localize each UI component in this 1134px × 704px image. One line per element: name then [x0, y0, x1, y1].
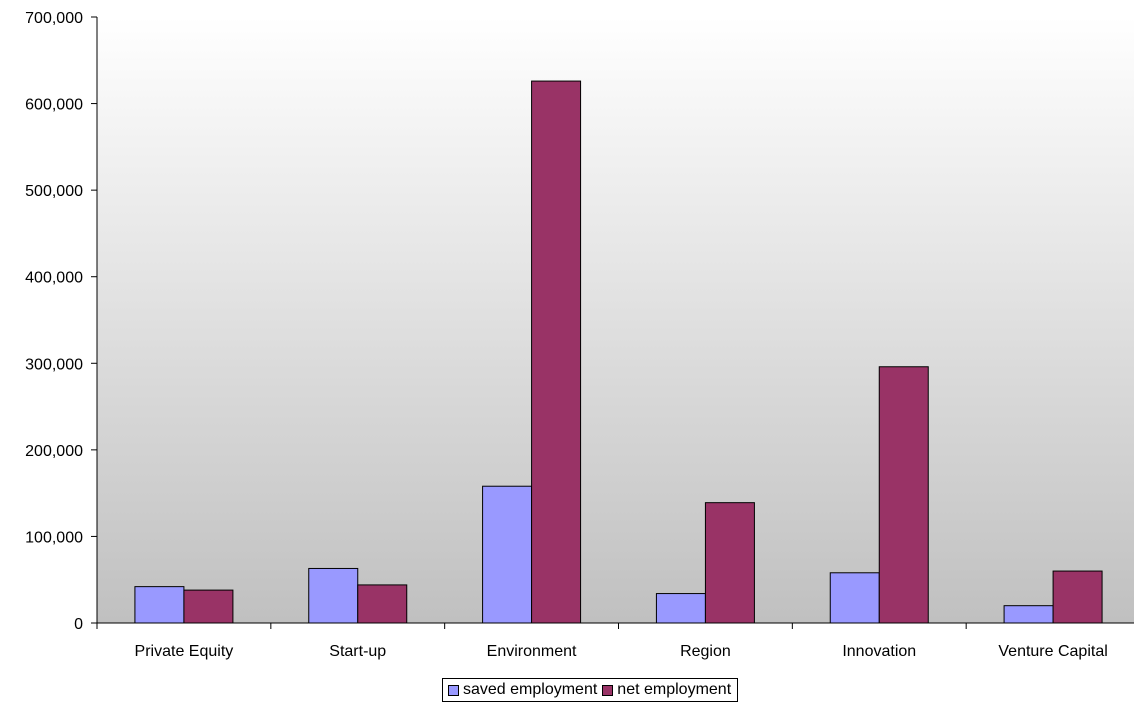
bar-net-employment-private-equity — [183, 589, 234, 624]
bar-net-employment-innovation — [878, 366, 929, 624]
x-tick-label-innovation: Innovation — [842, 643, 916, 660]
x-tick-label-venture-capital: Venture Capital — [998, 643, 1107, 660]
bar-saved-employment-environment — [482, 485, 533, 624]
legend-label-saved-employment: saved employment — [463, 681, 598, 698]
y-tick-label: 300,000 — [25, 356, 83, 373]
x-tick-label-start-up: Start-up — [329, 643, 386, 660]
y-tick-label: 600,000 — [25, 97, 83, 114]
legend: saved employment net employment — [442, 678, 739, 702]
bar-net-employment-venture-capital — [1052, 570, 1103, 624]
legend-item-saved-employment: saved employment — [448, 681, 597, 699]
plot-area — [97, 17, 1134, 623]
y-tick-label: 100,000 — [25, 529, 83, 546]
bar-saved-employment-region — [655, 593, 706, 624]
bar-saved-employment-innovation — [829, 572, 880, 624]
y-tick-label: 700,000 — [25, 10, 83, 27]
bar-net-employment-region — [704, 502, 755, 624]
y-tick-label: 500,000 — [25, 183, 83, 200]
x-tick-label-private-equity: Private Equity — [135, 643, 234, 660]
legend-item-net-employment: net employment — [602, 681, 731, 699]
x-tick-label-region: Region — [680, 643, 731, 660]
bar-saved-employment-private-equity — [134, 586, 185, 624]
bar-saved-employment-venture-capital — [1003, 605, 1054, 624]
legend-label-net-employment: net employment — [617, 681, 732, 698]
bar-net-employment-environment — [531, 80, 582, 624]
legend-swatch-net-employment — [602, 684, 614, 696]
x-tick-label-environment: Environment — [487, 643, 577, 660]
y-tick-label: 400,000 — [25, 270, 83, 287]
bar-saved-employment-start-up — [308, 567, 359, 624]
bar-net-employment-start-up — [357, 584, 408, 624]
legend-swatch-saved-employment — [448, 684, 459, 696]
y-tick-label: 0 — [74, 616, 83, 633]
y-tick-label: 200,000 — [25, 443, 83, 460]
